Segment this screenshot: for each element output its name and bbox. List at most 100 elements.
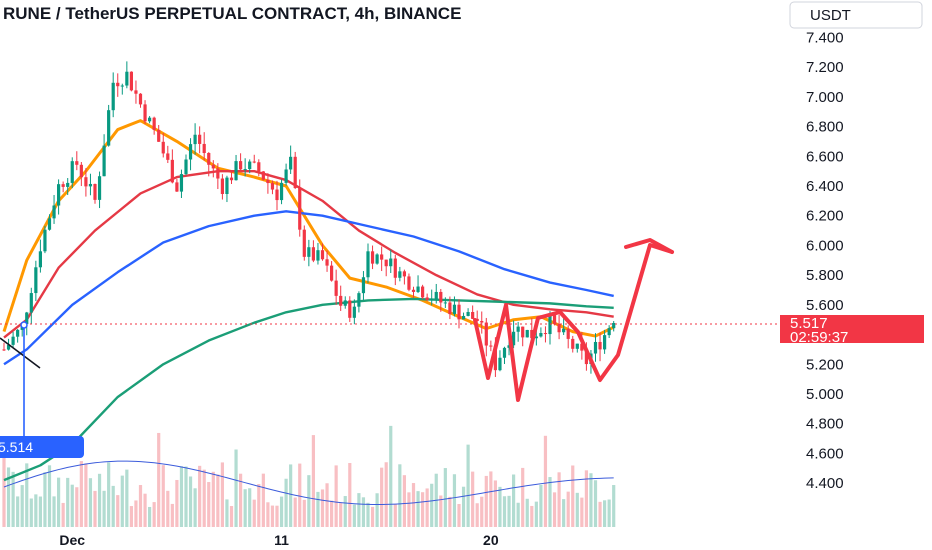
candle-body [384,259,388,267]
candle-body [557,323,561,333]
volume-bar [603,500,607,527]
volume-bar [11,471,15,527]
trend-line-left [0,337,41,369]
candle-body [6,344,11,350]
left-price-value: 5.514 [0,439,33,455]
volume-bar [120,475,124,527]
volume-bar [129,506,133,527]
price-tick-label: 4.600 [806,445,844,462]
candle-body [243,169,247,171]
candle-body [261,171,265,180]
candle-body [148,117,152,122]
candle-body [562,328,566,333]
candle-body [370,251,375,264]
candle-body [157,129,161,142]
volume-bar [580,497,584,527]
candle-body [361,277,366,294]
candle-body [166,153,170,160]
volume-bar [75,487,79,527]
candle-body [407,276,411,290]
volume-bar [584,470,588,527]
candle-body [284,169,288,183]
candle-body [366,251,370,278]
volume-bar [243,489,247,527]
volume-bar [16,496,20,527]
candle-body [452,304,457,315]
price-tick-label: 6.000 [806,237,844,254]
candle-body [512,331,516,346]
candle-body [88,183,93,187]
moving-average-line [3,210,614,366]
volume-bar [502,496,507,527]
volume-bar [466,444,470,527]
candle-body [443,302,447,304]
volume-bar [443,468,447,527]
chart-title: RUNE / TetherUS PERPETUAL CONTRACT, 4h, … [3,4,461,23]
candle-body [248,161,252,170]
candle-body [84,177,88,187]
candle-body [571,338,575,349]
moving-average-line [3,169,614,339]
volume-bar [507,495,511,527]
volume-bar [593,480,598,527]
price-tick-label: 4.400 [806,475,844,492]
candle-body [307,247,311,257]
candle-body [593,341,598,354]
volume-bar [102,490,106,527]
candle-body [229,177,234,181]
volume-bar [97,473,102,527]
price-axis[interactable]: 7.400 7.200 7.000 6.800 6.600 6.400 6.200 6.000… [806,29,844,492]
candle-body [79,164,83,178]
currency-button[interactable]: USDT [789,1,923,29]
volume-bar [598,501,602,527]
candle-body [52,205,56,219]
volume-bar [334,465,338,527]
marker-dot[interactable] [20,321,28,329]
volume-bar [402,475,406,527]
volume-bar [34,494,38,527]
volume-bar [471,471,475,527]
candle-body [325,259,329,266]
candle-body [521,326,525,338]
candle-body [434,291,438,300]
volume-bar [202,469,206,527]
volume-bar [66,477,70,527]
candles [2,61,616,377]
candle-body [97,176,102,200]
volume-bar [143,493,147,527]
candle-body [375,254,379,264]
candle-body [120,85,124,87]
volume-bar [234,449,238,527]
candle-body [252,161,256,163]
candle-body [188,144,193,160]
volume-bar [257,484,261,527]
volume-bar [270,505,275,527]
time-axis[interactable]: Dec 11 20 [59,532,498,548]
volume-bar [93,490,97,527]
time-tick-label: 20 [483,532,499,548]
candle-body [534,336,538,339]
volume-bar [521,467,525,527]
volume-bar [534,501,538,527]
volume-bar [275,505,279,527]
moving-averages [2,119,615,482]
volume-bar [539,484,543,527]
volume-bar [393,504,397,527]
volume-bar [548,477,552,527]
candle-body [270,183,275,190]
volume-bar [175,479,179,527]
candle-body [316,250,320,261]
volume-bar [279,496,284,527]
price-tick-label: 6.600 [806,148,844,165]
volume-bar [43,472,47,527]
volume-bar [188,476,193,527]
volume-bar [398,464,402,527]
volume-bar [480,496,484,527]
candle-body [311,247,315,261]
candle-body [57,184,61,206]
candle-body [220,178,224,194]
candle-body [584,350,588,365]
volume-bar [2,456,6,527]
candle-body [612,323,616,329]
